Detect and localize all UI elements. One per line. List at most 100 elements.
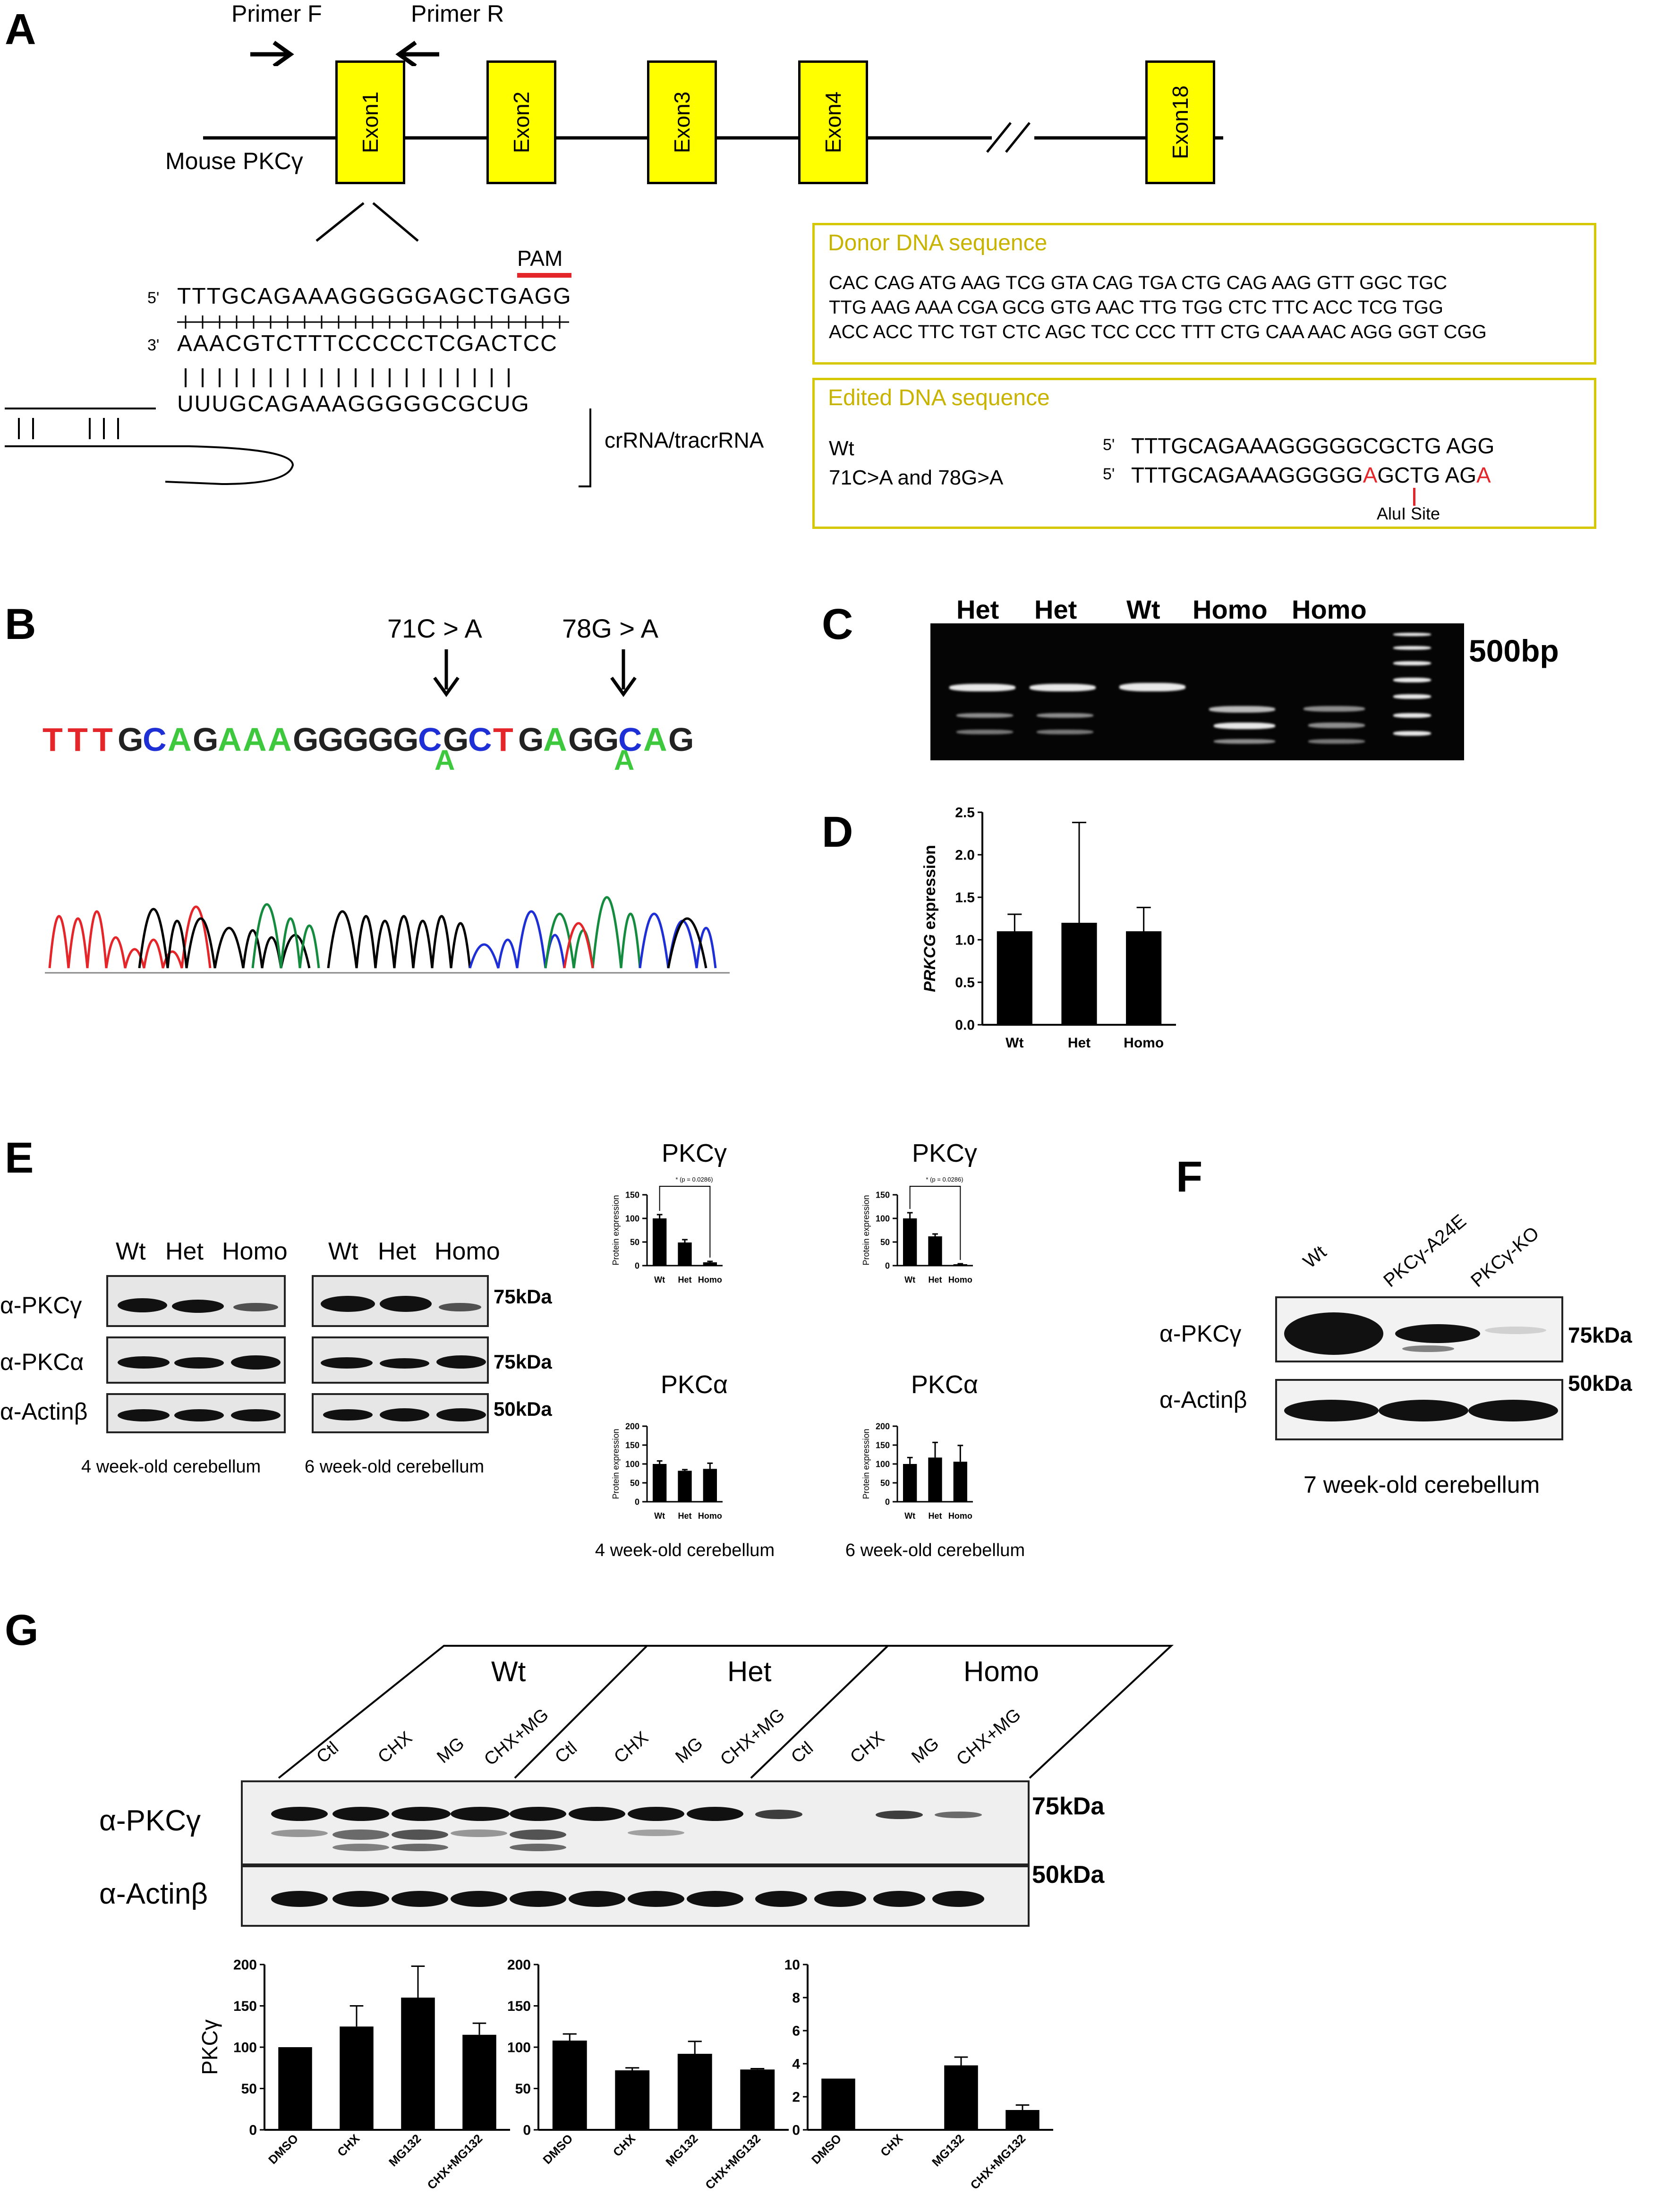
y-tick-label: 150 (876, 1440, 890, 1450)
y-tick-label: 50 (880, 1237, 890, 1247)
chart-e1: 0 50 100 150 Wt Het Homo Protein expression PKCγ… (611, 1139, 727, 1285)
bar (903, 1464, 917, 1502)
x-tick-label: Homo (1124, 1035, 1164, 1051)
y-tick-label: 8 (792, 1991, 800, 2006)
e-caption-6wk-blot: 6 week-old cerebellum (305, 1457, 485, 1477)
bar (903, 1218, 917, 1266)
y-tick-label: 0.0 (955, 1018, 975, 1033)
gel-lane-1: Het (956, 595, 999, 624)
y-tick-label: 50 (630, 1478, 639, 1488)
gel-lane-3: Wt (1126, 595, 1160, 624)
exon-3: Exon3 (647, 60, 717, 184)
e-caption-4wk-blot: 4 week-old cerebellum (81, 1457, 261, 1477)
wt-5prime: 5' (1103, 436, 1115, 454)
x-tick-label: MG132 (386, 2132, 424, 2169)
x-tick-label: Het (928, 1275, 942, 1285)
y-tick-label: 150 (625, 1440, 639, 1450)
g-row-pkcg: α-PKCγ (99, 1804, 201, 1837)
f-size-actin: 50kDa (1568, 1371, 1632, 1395)
e6-lane-wt: Wt (328, 1238, 358, 1265)
gel-lane-5: Homo (1292, 595, 1367, 624)
seq-base: A (643, 721, 667, 758)
x-tick-label: Wt (904, 1275, 915, 1285)
y-tick-label: 50 (515, 2081, 531, 2097)
gel-lane-2: Het (1034, 595, 1077, 624)
bar (677, 2054, 712, 2130)
f-blot-actin (1275, 1379, 1563, 1440)
crrna-label: crRNA/tracrRNA (605, 428, 764, 452)
top-strand-seq: TTTGCAGAAAGGGGGAGCTGAGG (177, 284, 572, 309)
x-tick-label: MG132 (929, 2132, 967, 2169)
marker-500bp: 500bp (1469, 633, 1559, 668)
e6-blot-pkca (312, 1336, 489, 1384)
seq-base: G (318, 721, 343, 758)
g-size-actin: 50kDa (1032, 1861, 1105, 1889)
y-tick-label: 100 (233, 2040, 257, 2056)
sub2-label: A (614, 744, 635, 776)
e-row-actin: α-Actinβ (0, 1398, 88, 1425)
x-tick-label: Wt (904, 1511, 915, 1521)
f-blot-pkcg (1275, 1296, 1563, 1362)
x-tick-label: Homo (698, 1275, 722, 1285)
panel-label-b: B (5, 600, 36, 648)
x-tick-label: Het (928, 1511, 942, 1521)
chart-title: PKCγ (662, 1139, 727, 1167)
chart-d: 0.0 0.5 1.0 1.5 2.0 2.5 Wt Het Homo PRKCG express… (921, 805, 1176, 1051)
y-tick-label: 10 (784, 1957, 800, 1973)
bar (615, 2070, 650, 2130)
bar (1126, 931, 1162, 1025)
bar (997, 931, 1032, 1025)
chart-g3: 0 2 4 6 8 10 DMSO CHX MG132 CHX+MG132 (784, 1957, 1053, 2192)
y-tick-label: 0 (885, 1261, 890, 1270)
g-group-wt: Wt (491, 1656, 526, 1687)
y-tick-label: 100 (876, 1459, 890, 1469)
y-tick-label: 150 (876, 1190, 890, 1200)
chart-g1: 0 50 100 150 200 DMSO CHX MG132 CHX+MG132 PKCγ (197, 1957, 510, 2192)
y-tick-label: 200 (233, 1957, 257, 1973)
gene-label: Mouse PKCγ (165, 148, 303, 174)
pam-label: PAM (517, 246, 563, 271)
wt-sequence: TTTGCAGAAAGGGGGCGCTG AGG (1131, 434, 1495, 458)
f-lane-wt: Wt (1299, 1242, 1330, 1273)
bar (944, 2065, 978, 2130)
x-tick-label: MG132 (664, 2132, 701, 2169)
f-lane-ko: PKCγ-KO (1467, 1223, 1543, 1292)
exon-18: Exon18 (1145, 60, 1215, 184)
y-tick-label: 50 (880, 1478, 890, 1488)
x-tick-label: Wt (654, 1275, 665, 1285)
g-lane-header-frame (278, 1645, 1174, 1779)
primer-f-arrow (250, 41, 294, 66)
x-tick-label: Het (678, 1275, 691, 1285)
e-row-pkca: α-PKCα (0, 1349, 84, 1375)
x-tick-label: Homo (948, 1511, 972, 1521)
seq-base: G (393, 721, 418, 758)
e6-blot-actin (312, 1393, 489, 1433)
chart-e3: 0 50 100 150 200 Wt Het Homo Protein expression P… (595, 1370, 775, 1560)
agarose-gel (930, 623, 1464, 760)
panel-label-g: G (5, 1606, 39, 1654)
bar (678, 1242, 692, 1266)
chart-title: PKCα (661, 1370, 728, 1399)
y-axis-label: PKCγ (197, 2019, 222, 2075)
y-tick-label: 50 (630, 1237, 639, 1247)
rna-pairing-ticks (185, 368, 510, 387)
x-tick-label: DMSO (809, 2132, 844, 2167)
y-tick-label: 1.5 (955, 890, 975, 906)
bar (552, 2041, 587, 2130)
e4-blot-pkca (106, 1336, 286, 1384)
y-tick-label: 100 (625, 1459, 639, 1469)
e-size-pkcg: 75kDa (494, 1285, 552, 1308)
wt-label: Wt (829, 437, 854, 460)
x-tick-label: Wt (654, 1511, 665, 1521)
chart-caption: 6 week-old cerebellum (845, 1540, 1025, 1560)
seq-base: T (93, 721, 113, 758)
bar (653, 1218, 667, 1266)
e4-blot-actin (106, 1393, 286, 1433)
seq-base: A (268, 721, 292, 758)
g-row-actin: α-Actinβ (99, 1878, 208, 1910)
chart-g2: 0 50 100 150 200 DMSO CHX MG132 CHX+MG132 (507, 1957, 789, 2192)
alui-marker (1413, 488, 1415, 506)
primer-r-label: Primer R (411, 0, 504, 27)
chart-e4: 0 50 100 150 200 Wt Het Homo Protein expression P… (845, 1370, 1025, 1560)
seq-base: G (443, 721, 469, 758)
